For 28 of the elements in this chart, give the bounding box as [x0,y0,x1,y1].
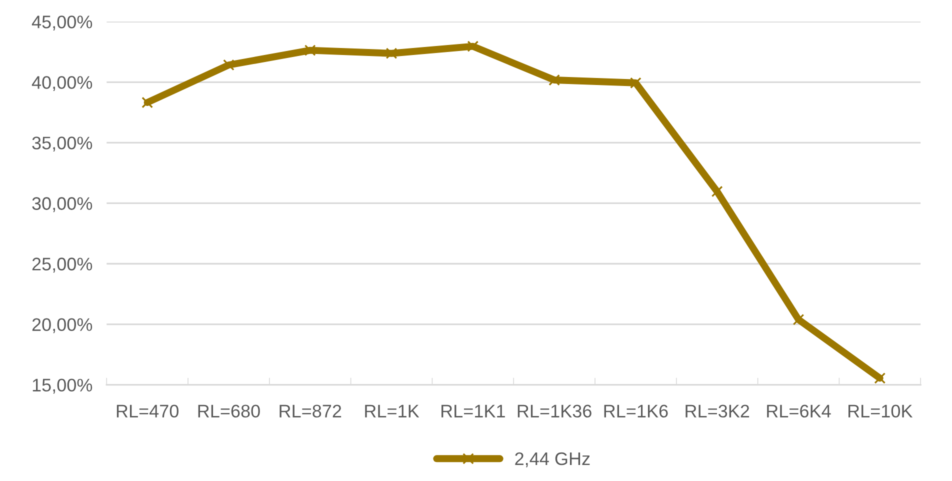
point [548,74,560,86]
legend-label: 2,44 GHz [515,452,590,468]
x-tick-label: RL=872 [280,404,342,418]
x-tick-label: RL=1K1 [442,404,505,418]
y-tick-label: 20,00% [32,318,92,334]
point [304,44,316,56]
x-tick-label: RL=1K36 [518,404,592,418]
point [142,96,154,108]
y-tick-label: 35,00% [32,136,92,152]
point [874,372,886,384]
point [792,314,804,326]
x-tick-label: RL=1K [365,404,420,418]
y-tick-label: 15,00% [32,378,92,394]
point [630,77,642,89]
x-tick-label: RL=10K [848,404,913,418]
y-tick-label: 25,00% [32,258,92,273]
point [386,48,398,60]
y-tick-label: 30,00% [32,197,92,212]
point [467,40,479,52]
y-tick-label: 45,00% [32,16,92,30]
x-tick-label: RL=680 [198,404,260,418]
x-tick-label: RL=470 [116,404,178,418]
y-tick-label: 40,00% [32,76,92,92]
x-tick-label: RL=6K4 [767,404,831,418]
point [223,59,234,71]
point [711,186,723,198]
x-tick-label: RL=3K2 [686,404,750,418]
x-tick-label: RL=1K6 [604,404,668,418]
